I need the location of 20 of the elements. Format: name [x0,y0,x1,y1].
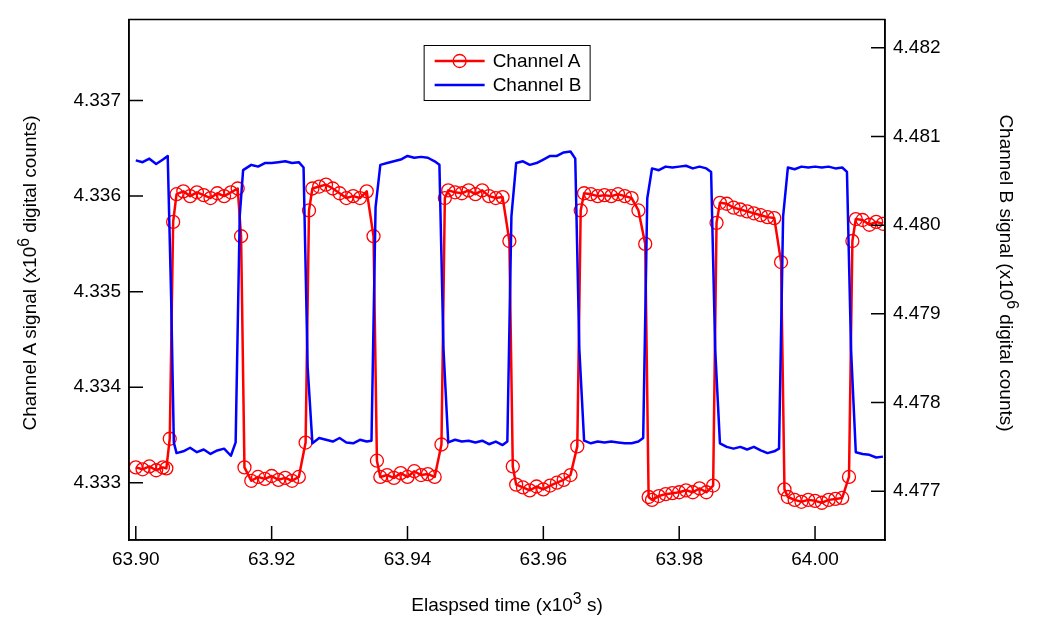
legend-label: Channel A [492,50,581,72]
y2-tick-label: 4.478 [893,390,941,412]
y2-tick-label: 4.482 [893,36,941,58]
x-tick-label: 63.98 [655,547,703,569]
y2-tick-label: 4.480 [893,213,941,235]
x-axis-title: Elaspsed time (x10$^{3}$ s) [411,590,603,617]
y2-tick-label: 4.479 [893,302,941,324]
x-tick-label: 63.92 [247,547,296,569]
y2-tick-label: 4.481 [893,124,941,146]
x-tick-label: 63.90 [112,547,160,569]
y-tick-label: 4.333 [73,470,121,492]
y-tick-label: 4.335 [73,279,121,301]
x-tick-label: 63.96 [519,547,568,569]
x-tick-label: 64.00 [791,547,839,569]
y2-tick-label: 4.477 [893,479,941,501]
y-tick-label: 4.336 [73,184,121,206]
x-tick-label: 63.94 [383,547,432,569]
legend-label: Channel B [492,74,582,96]
y-tick-label: 4.334 [73,375,122,397]
y-tick-label: 4.337 [73,88,121,110]
